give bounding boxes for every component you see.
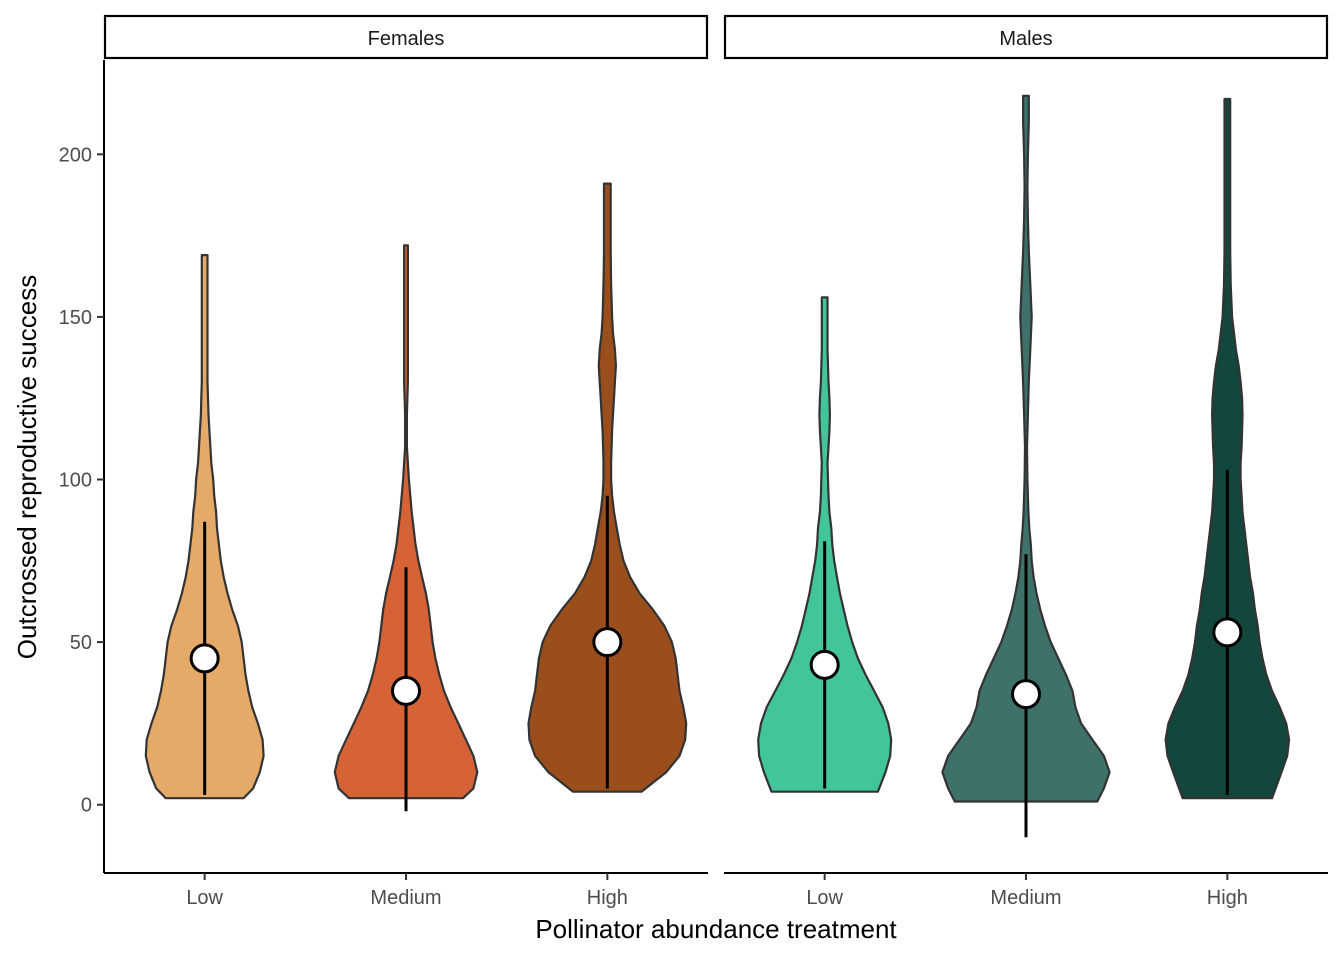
mean-point — [1212, 617, 1243, 648]
facet-strip-females — [103, 14, 709, 60]
violin-males-high — [1164, 97, 1291, 800]
mean-point — [391, 675, 421, 706]
x-tick-label: High — [1207, 887, 1248, 909]
mean-point — [1011, 679, 1041, 710]
violin-females-medium — [333, 244, 479, 800]
facet-panel-females: Low Medium High — [104, 182, 708, 909]
facet-panels: Low Medium High Low Medium High — [104, 94, 1328, 909]
x-tick-label: Medium — [370, 887, 441, 909]
facet-panel-males: Low Medium High — [724, 94, 1328, 909]
y-tick-label: 200 — [59, 144, 92, 166]
y-tick-label: 0 — [81, 795, 92, 817]
facet-strips: Females Males — [103, 14, 1329, 60]
facet-strip-males — [723, 14, 1329, 60]
facet-strip-label: Males — [999, 28, 1052, 50]
mean-point — [592, 627, 623, 658]
violin-females-high — [527, 182, 688, 793]
mean-point — [189, 643, 220, 674]
x-tick-label: Medium — [990, 887, 1061, 909]
x-tick-label: Low — [806, 887, 843, 909]
violin-males-medium — [941, 94, 1111, 803]
x-tick-label: Low — [186, 887, 223, 909]
y-tick-label: 100 — [59, 470, 92, 492]
y-tick-label: 50 — [70, 632, 92, 654]
x-axis-title: Pollinator abundance treatment — [535, 914, 897, 944]
x-tick-label: High — [587, 887, 628, 909]
facet-strip-label: Females — [368, 28, 445, 50]
y-axis-title: Outcrossed reproductive success — [12, 275, 42, 659]
y-tick-label: 150 — [59, 307, 92, 329]
y-axis: 0 50 100 150 200 — [59, 60, 105, 873]
mean-point — [809, 649, 840, 680]
